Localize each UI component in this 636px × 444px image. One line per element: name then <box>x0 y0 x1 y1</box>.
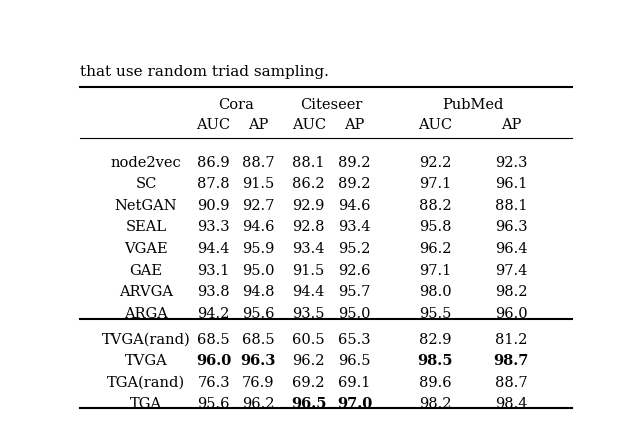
Text: 86.2: 86.2 <box>293 178 325 191</box>
Text: AUC: AUC <box>418 118 452 132</box>
Text: 69.2: 69.2 <box>293 376 325 390</box>
Text: 68.5: 68.5 <box>197 333 230 347</box>
Text: node2vec: node2vec <box>111 156 181 170</box>
Text: 90.9: 90.9 <box>197 199 230 213</box>
Text: that use random triad sampling.: that use random triad sampling. <box>80 65 328 79</box>
Text: 96.2: 96.2 <box>293 354 325 368</box>
Text: 91.5: 91.5 <box>293 264 325 278</box>
Text: 94.4: 94.4 <box>293 285 325 299</box>
Text: 91.5: 91.5 <box>242 178 274 191</box>
Text: 76.3: 76.3 <box>197 376 230 390</box>
Text: 94.8: 94.8 <box>242 285 274 299</box>
Text: 89.6: 89.6 <box>419 376 452 390</box>
Text: AUC: AUC <box>292 118 326 132</box>
Text: 95.5: 95.5 <box>419 307 452 321</box>
Text: 96.5: 96.5 <box>291 397 326 411</box>
Text: 93.8: 93.8 <box>197 285 230 299</box>
Text: 92.6: 92.6 <box>338 264 371 278</box>
Text: AP: AP <box>248 118 268 132</box>
Text: 86.9: 86.9 <box>197 156 230 170</box>
Text: 95.9: 95.9 <box>242 242 274 256</box>
Text: AP: AP <box>501 118 522 132</box>
Text: 98.2: 98.2 <box>419 397 452 411</box>
Text: 93.4: 93.4 <box>293 242 325 256</box>
Text: 93.5: 93.5 <box>293 307 325 321</box>
Text: 95.6: 95.6 <box>242 307 274 321</box>
Text: 69.1: 69.1 <box>338 376 371 390</box>
Text: 96.0: 96.0 <box>196 354 232 368</box>
Text: 93.4: 93.4 <box>338 221 371 234</box>
Text: 60.5: 60.5 <box>293 333 325 347</box>
Text: 97.1: 97.1 <box>419 264 452 278</box>
Text: 92.8: 92.8 <box>293 221 325 234</box>
Text: AP: AP <box>344 118 364 132</box>
Text: 95.0: 95.0 <box>242 264 274 278</box>
Text: 95.7: 95.7 <box>338 285 371 299</box>
Text: 88.7: 88.7 <box>495 376 528 390</box>
Text: 98.2: 98.2 <box>495 285 527 299</box>
Text: Citeseer: Citeseer <box>300 98 363 112</box>
Text: 88.1: 88.1 <box>293 156 325 170</box>
Text: 92.9: 92.9 <box>293 199 325 213</box>
Text: 65.3: 65.3 <box>338 333 371 347</box>
Text: 98.7: 98.7 <box>494 354 529 368</box>
Text: 94.6: 94.6 <box>242 221 274 234</box>
Text: 97.1: 97.1 <box>419 178 452 191</box>
Text: 96.0: 96.0 <box>495 307 528 321</box>
Text: 95.2: 95.2 <box>338 242 371 256</box>
Text: 97.4: 97.4 <box>495 264 527 278</box>
Text: 96.4: 96.4 <box>495 242 527 256</box>
Text: 97.0: 97.0 <box>337 397 372 411</box>
Text: PubMed: PubMed <box>443 98 504 112</box>
Text: 89.2: 89.2 <box>338 156 371 170</box>
Text: SC: SC <box>135 178 156 191</box>
Text: 88.1: 88.1 <box>495 199 527 213</box>
Text: 96.1: 96.1 <box>495 178 527 191</box>
Text: 93.1: 93.1 <box>197 264 230 278</box>
Text: 94.2: 94.2 <box>197 307 230 321</box>
Text: 94.4: 94.4 <box>197 242 230 256</box>
Text: Cora: Cora <box>218 98 254 112</box>
Text: TGA: TGA <box>130 397 162 411</box>
Text: 88.2: 88.2 <box>419 199 452 213</box>
Text: 98.0: 98.0 <box>419 285 452 299</box>
Text: ARGA: ARGA <box>124 307 168 321</box>
Text: 89.2: 89.2 <box>338 178 371 191</box>
Text: 81.2: 81.2 <box>495 333 527 347</box>
Text: 95.8: 95.8 <box>419 221 452 234</box>
Text: 96.3: 96.3 <box>495 221 528 234</box>
Text: ARVGA: ARVGA <box>119 285 173 299</box>
Text: 95.0: 95.0 <box>338 307 371 321</box>
Text: 93.3: 93.3 <box>197 221 230 234</box>
Text: 92.7: 92.7 <box>242 199 274 213</box>
Text: TGA(rand): TGA(rand) <box>107 376 185 390</box>
Text: AUC: AUC <box>197 118 231 132</box>
Text: 98.5: 98.5 <box>418 354 453 368</box>
Text: VGAE: VGAE <box>124 242 168 256</box>
Text: 82.9: 82.9 <box>419 333 452 347</box>
Text: 68.5: 68.5 <box>242 333 274 347</box>
Text: 96.2: 96.2 <box>242 397 274 411</box>
Text: 94.6: 94.6 <box>338 199 371 213</box>
Text: 96.3: 96.3 <box>240 354 275 368</box>
Text: 95.6: 95.6 <box>197 397 230 411</box>
Text: 92.3: 92.3 <box>495 156 527 170</box>
Text: 92.2: 92.2 <box>419 156 452 170</box>
Text: 98.4: 98.4 <box>495 397 527 411</box>
Text: TVGA: TVGA <box>125 354 167 368</box>
Text: 96.5: 96.5 <box>338 354 371 368</box>
Text: GAE: GAE <box>130 264 163 278</box>
Text: SEAL: SEAL <box>125 221 167 234</box>
Text: TVGA(rand): TVGA(rand) <box>102 333 190 347</box>
Text: NetGAN: NetGAN <box>114 199 177 213</box>
Text: 88.7: 88.7 <box>242 156 274 170</box>
Text: 96.2: 96.2 <box>419 242 452 256</box>
Text: 76.9: 76.9 <box>242 376 274 390</box>
Text: 87.8: 87.8 <box>197 178 230 191</box>
